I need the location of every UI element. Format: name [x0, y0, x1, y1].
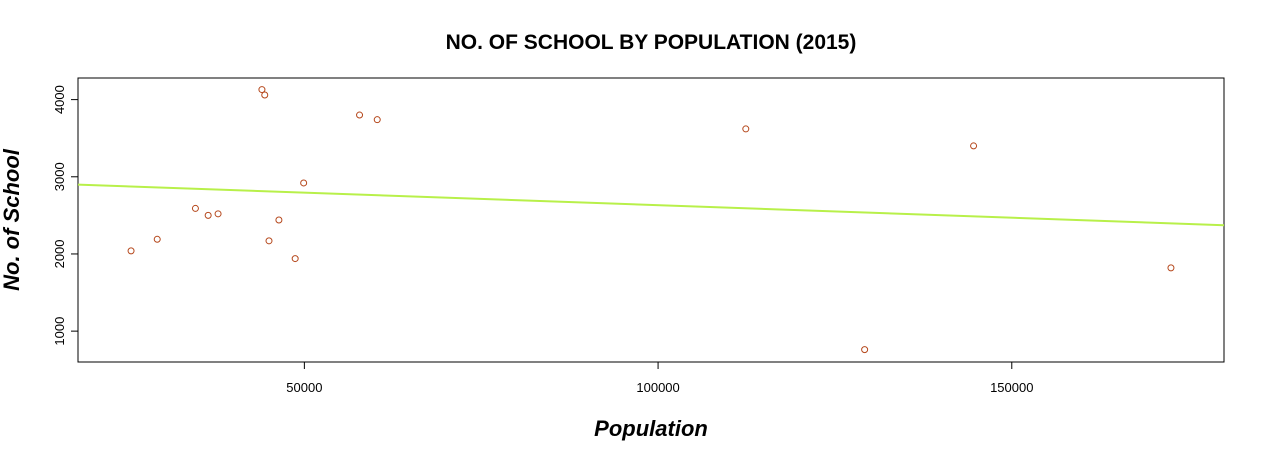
y-tick-label: 1000: [52, 317, 67, 346]
data-point: [1167, 264, 1175, 272]
plot-frame: [77, 77, 1225, 363]
x-tick-label: 50000: [286, 380, 322, 395]
y-tick-label: 3000: [52, 162, 67, 191]
data-point: [214, 210, 222, 218]
data-point: [742, 125, 750, 133]
data-points: [127, 86, 1175, 354]
trend-line: [77, 183, 1225, 227]
data-point: [291, 255, 299, 263]
y-tick-label: 4000: [52, 85, 67, 114]
x-axis-label: Population: [594, 416, 708, 441]
data-point: [356, 111, 364, 119]
data-point: [265, 237, 273, 245]
x-axis-ticks: 50000 100000 150000: [286, 362, 1033, 395]
data-point: [861, 346, 869, 354]
data-point: [275, 216, 283, 224]
data-point: [153, 235, 161, 243]
data-point: [127, 247, 135, 255]
x-tick-label: 150000: [990, 380, 1033, 395]
data-point: [970, 142, 978, 150]
y-axis-label: No. of School: [0, 148, 24, 291]
trend-line-group: [77, 183, 1225, 227]
data-point: [373, 116, 381, 124]
chart-title: NO. OF SCHOOL BY POPULATION (2015): [446, 31, 857, 54]
data-point: [191, 204, 199, 212]
data-point: [258, 86, 266, 94]
data-point: [300, 179, 308, 187]
y-axis-ticks: 1000 2000 3000 4000: [52, 85, 78, 346]
data-point: [204, 211, 212, 219]
data-point: [261, 91, 269, 99]
x-tick-label: 100000: [636, 380, 679, 395]
y-tick-label: 2000: [52, 239, 67, 268]
